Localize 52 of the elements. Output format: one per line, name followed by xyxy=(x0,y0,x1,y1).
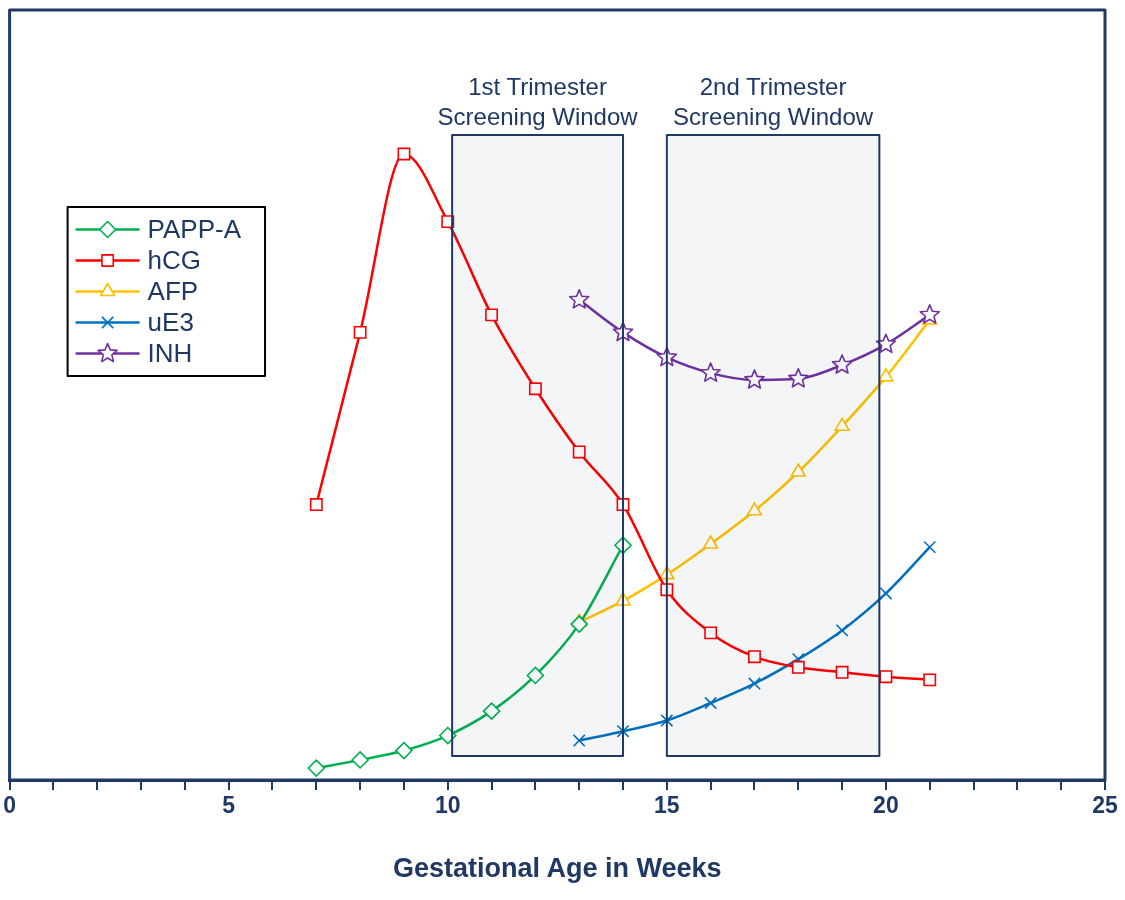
x-tick-label: 0 xyxy=(3,792,16,819)
band-label: 2nd Trimester Screening Window xyxy=(673,73,874,130)
point xyxy=(879,670,893,684)
x-tick-label: 10 xyxy=(434,792,461,819)
point xyxy=(835,623,849,637)
legend-label: hCG xyxy=(147,244,202,275)
point xyxy=(660,714,674,727)
point xyxy=(923,540,937,554)
point xyxy=(482,702,501,720)
point xyxy=(744,369,765,389)
point xyxy=(831,354,853,374)
point xyxy=(878,368,894,382)
x-axis-title: Gestational Age in Weeks xyxy=(393,853,722,884)
x-tick-label: 25 xyxy=(1092,792,1118,819)
point xyxy=(748,650,761,664)
point xyxy=(572,445,586,459)
band-label: 1st Trimester Screening Window xyxy=(437,73,639,130)
x-tick-label: 5 xyxy=(222,792,236,819)
point xyxy=(397,147,411,161)
point xyxy=(919,304,941,324)
point xyxy=(395,741,413,760)
point xyxy=(616,724,630,738)
point xyxy=(879,586,893,600)
point xyxy=(485,308,499,322)
point xyxy=(835,665,849,679)
point xyxy=(704,696,718,710)
point xyxy=(748,677,761,691)
point xyxy=(528,382,542,396)
point xyxy=(791,660,805,674)
point xyxy=(700,362,721,382)
point xyxy=(834,417,850,432)
legend-label: INH xyxy=(147,337,193,368)
point xyxy=(351,751,369,769)
point xyxy=(875,333,897,354)
point xyxy=(746,502,763,516)
point xyxy=(568,289,590,309)
point xyxy=(353,325,367,339)
point xyxy=(790,463,807,477)
point xyxy=(572,734,586,748)
legend-label: uE3 xyxy=(147,306,194,337)
legend-label: PAPP-A xyxy=(147,213,242,244)
x-tick-label: 20 xyxy=(873,792,899,819)
point xyxy=(923,673,937,687)
point xyxy=(787,367,809,388)
point xyxy=(570,615,589,633)
point xyxy=(702,535,719,549)
legend-label: AFP xyxy=(147,275,199,306)
x-tick-label: 15 xyxy=(654,792,680,819)
point xyxy=(307,759,326,777)
point xyxy=(704,626,718,640)
point xyxy=(526,666,545,685)
point xyxy=(309,498,323,512)
